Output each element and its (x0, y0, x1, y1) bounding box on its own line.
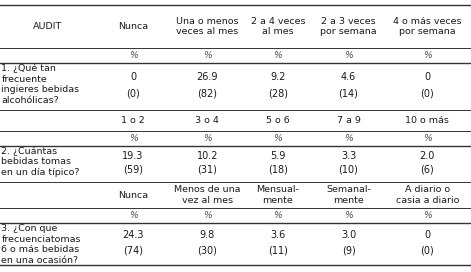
Text: %: % (203, 134, 211, 143)
Text: %: % (129, 134, 138, 143)
Text: Mensual-
mente: Mensual- mente (256, 186, 300, 205)
Text: 9.8: 9.8 (200, 230, 215, 240)
Text: (6): (6) (421, 165, 434, 175)
Text: %: % (274, 134, 282, 143)
Text: 4 o más veces
por semana: 4 o más veces por semana (393, 17, 462, 36)
Text: (0): (0) (421, 88, 434, 98)
Text: 10 o más: 10 o más (406, 116, 449, 125)
Text: (28): (28) (268, 88, 288, 98)
Text: %: % (344, 134, 353, 143)
Text: %: % (203, 51, 211, 60)
Text: 2 a 4 veces
al mes: 2 a 4 veces al mes (251, 17, 305, 36)
Text: Menos de una
vez al mes: Menos de una vez al mes (174, 186, 241, 205)
Text: %: % (203, 211, 211, 220)
Text: (14): (14) (339, 88, 358, 98)
Text: %: % (423, 211, 432, 220)
Text: 5.9: 5.9 (270, 151, 285, 161)
Text: 5 o 6: 5 o 6 (266, 116, 290, 125)
Text: 7 a 9: 7 a 9 (337, 116, 360, 125)
Text: 2. ¿Cuántas
bebidas tomas
en un día típico?: 2. ¿Cuántas bebidas tomas en un día típi… (1, 147, 80, 177)
Text: 0: 0 (424, 230, 430, 240)
Text: Semanal-
mente: Semanal- mente (326, 186, 371, 205)
Text: %: % (129, 211, 138, 220)
Text: 3.0: 3.0 (341, 230, 356, 240)
Text: 2.0: 2.0 (420, 151, 435, 161)
Text: %: % (274, 51, 282, 60)
Text: (18): (18) (268, 165, 288, 175)
Text: (0): (0) (126, 88, 140, 98)
Text: 3. ¿Con que
frecuenciatomas
6 o más bebidas
en una ocasión?: 3. ¿Con que frecuenciatomas 6 o más bebi… (1, 224, 81, 265)
Text: %: % (129, 51, 138, 60)
Text: 26.9: 26.9 (196, 72, 218, 82)
Text: Nunca: Nunca (118, 22, 148, 31)
Text: 10.2: 10.2 (196, 151, 218, 161)
Text: (11): (11) (268, 246, 288, 256)
Text: (82): (82) (197, 88, 217, 98)
Text: 3.6: 3.6 (270, 230, 285, 240)
Text: %: % (274, 211, 282, 220)
Text: AUDIT: AUDIT (32, 22, 62, 31)
Text: (30): (30) (197, 246, 217, 256)
Text: %: % (344, 211, 353, 220)
Text: %: % (423, 134, 432, 143)
Text: %: % (344, 51, 353, 60)
Text: 24.3: 24.3 (122, 230, 144, 240)
Text: Una o menos
veces al mes: Una o menos veces al mes (176, 17, 238, 36)
Text: (74): (74) (123, 246, 143, 256)
Text: 19.3: 19.3 (122, 151, 144, 161)
Text: %: % (423, 51, 432, 60)
Text: Nunca: Nunca (118, 191, 148, 200)
Text: 1. ¿Qué tan
frecuente
ingieres bebidas
alcohólicas?: 1. ¿Qué tan frecuente ingieres bebidas a… (1, 64, 80, 105)
Text: 3 o 4: 3 o 4 (195, 116, 219, 125)
Text: (10): (10) (339, 165, 358, 175)
Text: 0: 0 (424, 72, 430, 82)
Text: 0: 0 (130, 72, 136, 82)
Text: A diario o
casia a diario: A diario o casia a diario (396, 186, 459, 205)
Text: (0): (0) (421, 246, 434, 256)
Text: 2 a 3 veces
por semana: 2 a 3 veces por semana (320, 17, 377, 36)
Text: 3.3: 3.3 (341, 151, 356, 161)
Text: 1 o 2: 1 o 2 (121, 116, 145, 125)
Text: (31): (31) (197, 165, 217, 175)
Text: 9.2: 9.2 (270, 72, 285, 82)
Text: (9): (9) (341, 246, 356, 256)
Text: 4.6: 4.6 (341, 72, 356, 82)
Text: (59): (59) (123, 165, 143, 175)
